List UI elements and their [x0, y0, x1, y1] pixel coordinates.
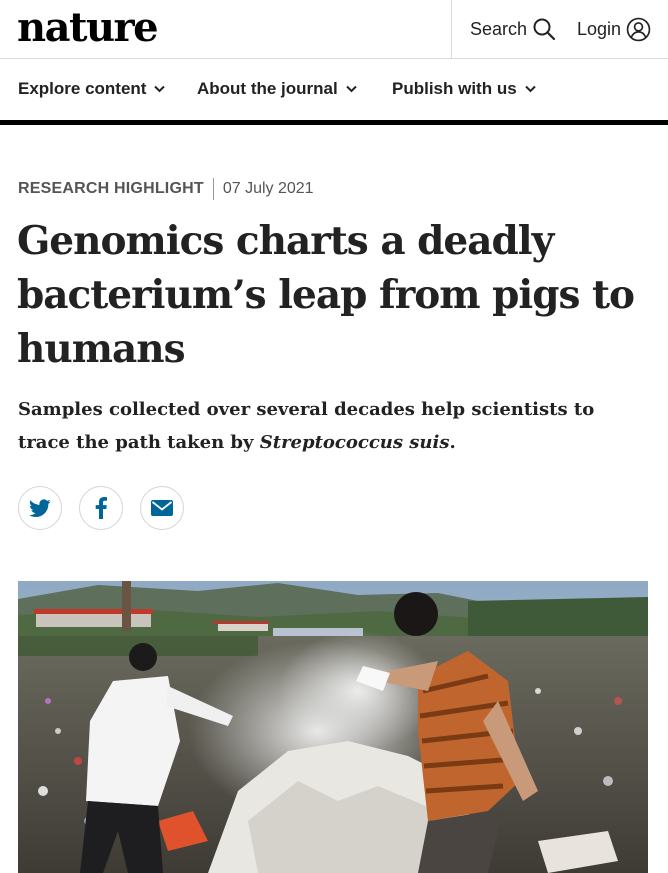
- chevron-down-icon: [346, 85, 357, 93]
- article-standfirst: Samples collected over several decades h…: [18, 393, 648, 459]
- nav-publish-with-us[interactable]: Publish with us: [392, 79, 536, 99]
- email-icon: [151, 500, 173, 516]
- species-name: Streptococcus suis: [259, 432, 450, 453]
- nature-logo[interactable]: nature: [17, 4, 159, 51]
- nav-item-label: About the journal: [197, 79, 338, 98]
- article-type[interactable]: RESEARCH HIGHLIGHT: [18, 180, 204, 197]
- twitter-icon: [29, 498, 51, 518]
- search-button[interactable]: Search: [470, 16, 556, 42]
- search-icon: [532, 17, 556, 41]
- photo-illustration: [18, 581, 648, 873]
- chevron-down-icon: [154, 85, 166, 93]
- nav-about-journal[interactable]: About the journal: [197, 79, 357, 99]
- article-photo: [18, 581, 648, 873]
- chevron-down-icon: [524, 85, 536, 93]
- standfirst-end: .: [449, 432, 456, 453]
- share-twitter-button[interactable]: [18, 486, 62, 530]
- share-facebook-button[interactable]: [79, 486, 123, 530]
- user-icon: [626, 17, 651, 42]
- facebook-icon: [95, 497, 107, 519]
- main-nav: Explore content About the journal Publis…: [0, 59, 668, 125]
- login-button[interactable]: Login: [577, 16, 651, 42]
- nav-explore-content[interactable]: Explore content: [18, 79, 166, 99]
- header-divider: [451, 0, 452, 58]
- share-email-button[interactable]: [140, 486, 184, 530]
- article-meta: RESEARCH HIGHLIGHT 07 July 2021: [18, 178, 314, 200]
- nav-item-label: Explore content: [18, 79, 147, 98]
- nav-item-label: Publish with us: [392, 79, 517, 98]
- article-title: Genomics charts a deadly bacterium’s lea…: [17, 218, 635, 372]
- site-header: nature Search Login: [0, 0, 668, 59]
- login-label: Login: [577, 18, 622, 39]
- meta-divider: [212, 178, 214, 200]
- standfirst-text: Samples collected over several decades h…: [18, 399, 595, 453]
- search-label: Search: [470, 18, 528, 39]
- publish-date: 07 July 2021: [222, 180, 314, 197]
